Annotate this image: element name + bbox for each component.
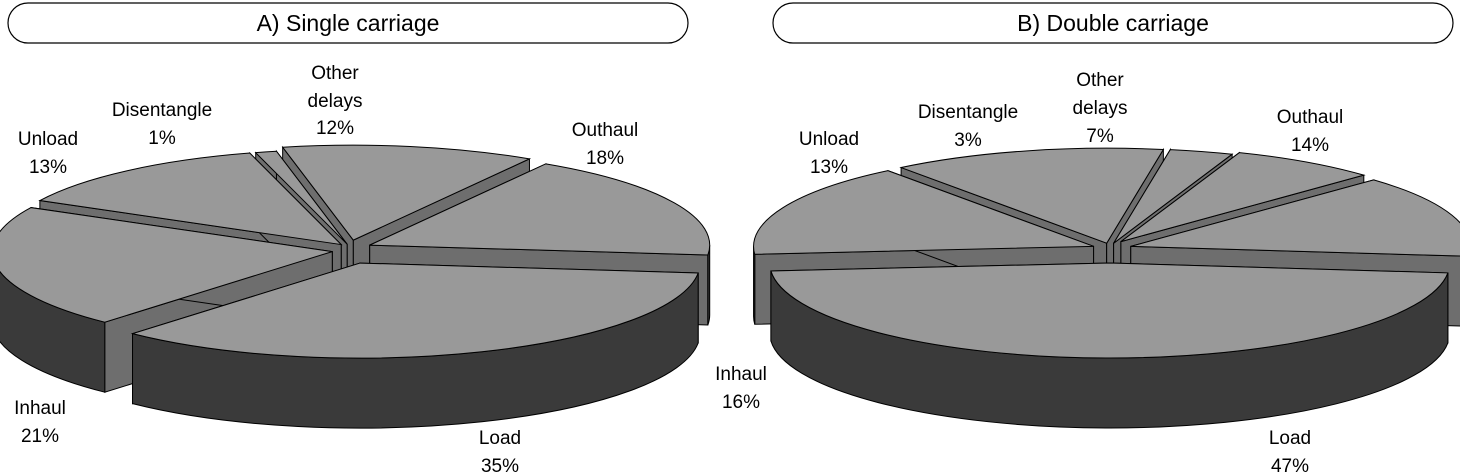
slice-outhaul-rim-0 [707, 245, 711, 326]
label-disentangle: Disentangle [112, 100, 212, 121]
label-other-delays-percent: 12% [316, 118, 354, 139]
slice-unload-top [38, 152, 343, 246]
label-outhaul: Outhaul [1277, 107, 1344, 128]
label-unload-percent: 13% [29, 157, 67, 178]
slice-other-delays-top [1120, 152, 1366, 243]
label-unload: Unload [18, 129, 78, 150]
slice-disentangle-top [254, 150, 348, 245]
slice-unload-top [899, 147, 1165, 244]
label-unload-percent: 13% [810, 157, 848, 178]
label-disentangle-percent: 1% [148, 128, 176, 149]
label-load: Load [479, 428, 521, 449]
slice-inhaul-top [0, 207, 333, 323]
label-outhaul-percent: 18% [586, 148, 624, 169]
label-inhaul-percent: 21% [21, 426, 59, 447]
label-outhaul-percent: 14% [1291, 135, 1329, 156]
pie-b [753, 147, 1460, 429]
slice-outhaul-top [369, 163, 711, 256]
label-load: Load [1269, 428, 1311, 449]
label-other-delays-percent: 7% [1086, 126, 1114, 147]
slice-disentangle-top [1113, 149, 1234, 244]
chart-a-title: A) Single carriage [257, 10, 440, 36]
slice-load-top [130, 262, 699, 359]
slice-inhaul-top [753, 170, 1094, 255]
slice-load [770, 262, 1449, 429]
label-inhaul: Inhaul [715, 364, 767, 385]
chart-b-title-box: B) Double carriage [772, 2, 1454, 44]
chart-a-title-box: A) Single carriage [7, 2, 689, 44]
pie-a-labels: Load 35% Inhaul 21% Unload 13% Disentangle 1% Ot… [14, 63, 638, 475]
slice-inhaul [0, 207, 333, 393]
label-load-percent: 47% [1271, 456, 1309, 475]
label-outhaul: Outhaul [572, 120, 639, 141]
label-disentangle-percent: 3% [954, 130, 982, 151]
slice-inhaul-rim-0 [753, 246, 756, 325]
slice-load [130, 262, 699, 429]
label-other-delays-line-1: Other [1076, 70, 1124, 91]
slice-load-top [770, 262, 1449, 359]
pie-b-labels: Load 47% Inhaul 16% Unload 13% Disentangle 3% Ot… [715, 70, 1343, 475]
label-inhaul: Inhaul [14, 398, 66, 419]
label-disentangle: Disentangle [918, 102, 1018, 123]
pie-a [0, 144, 711, 429]
chart-b-title: B) Double carriage [1017, 10, 1209, 36]
label-inhaul-percent: 16% [722, 392, 760, 413]
label-other-delays-line-1: Other [311, 63, 359, 84]
slice-other-delays-top [281, 144, 532, 241]
label-load-percent: 35% [481, 456, 519, 475]
label-other-delays-line-2: delays [1073, 98, 1128, 119]
slice-outhaul-top [1130, 179, 1460, 257]
label-unload: Unload [799, 129, 859, 150]
label-other-delays-line-2: delays [308, 91, 363, 112]
